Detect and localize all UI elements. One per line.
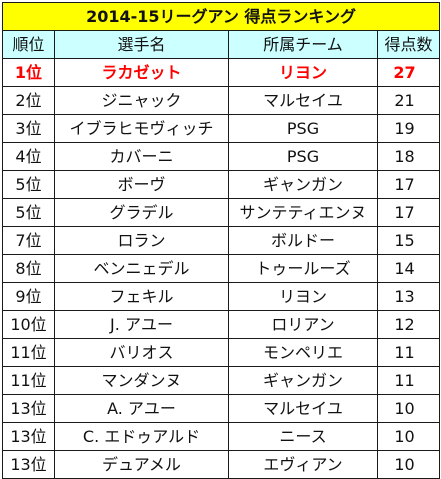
goals-cell: 12 (376, 310, 441, 339)
table-row: 13位 C. エドゥアルド ニース 10 (2, 422, 441, 451)
team-cell: リヨン (228, 282, 378, 311)
table-row: 3位 イブラヒモヴィッチ PSG 19 (2, 114, 441, 143)
goals-cell: 21 (376, 86, 441, 115)
rank-cell: 7位 (2, 226, 55, 255)
rank-cell: 11位 (2, 338, 55, 367)
rank-cell: 5位 (2, 170, 55, 199)
rank-cell: 1位 (2, 58, 55, 87)
rank-cell: 2位 (2, 86, 55, 115)
table-row: 11位 マンダンヌ ギャンガン 11 (2, 366, 441, 395)
table-row: 13位 デュアメル エヴィアン 10 (2, 450, 441, 479)
rank-cell: 5位 (2, 198, 55, 227)
table-row: 4位 カバーニ PSG 18 (2, 142, 441, 171)
table-title: 2014-15リーグアン 得点ランキング (1, 2, 441, 31)
goals-cell: 10 (376, 450, 441, 479)
team-cell: モンペリエ (228, 338, 378, 367)
team-cell: ギャンガン (228, 366, 378, 395)
rank-cell: 11位 (2, 366, 55, 395)
player-cell: ロラン (54, 226, 229, 255)
table-row: 7位 ロラン ボルドー 15 (2, 226, 441, 255)
header-team: 所属チーム (228, 30, 378, 59)
goals-cell: 17 (376, 198, 441, 227)
goals-cell: 17 (376, 170, 441, 199)
team-cell: マルセイユ (228, 86, 378, 115)
header-goals: 得点数 (376, 30, 441, 59)
player-cell: ジニャック (54, 86, 229, 115)
table-row: 9位 フェキル リヨン 13 (2, 282, 441, 311)
goals-cell: 18 (376, 142, 441, 171)
table-row: 5位 ボーヴ ギャンガン 17 (2, 170, 441, 199)
goals-cell: 11 (376, 338, 441, 367)
player-cell: ラカゼット (54, 58, 229, 87)
rank-cell: 13位 (2, 422, 55, 451)
team-cell: サンテティエンヌ (228, 198, 378, 227)
rank-cell: 13位 (2, 450, 55, 479)
goals-cell: 13 (376, 282, 441, 311)
team-cell: ギャンガン (228, 170, 378, 199)
player-cell: ベンニェデル (54, 254, 229, 283)
rank-cell: 13位 (2, 394, 55, 423)
table-row: 2位 ジニャック マルセイユ 21 (2, 86, 441, 115)
table-row: 1位 ラカゼット リヨン 27 (2, 58, 441, 87)
player-cell: ボーヴ (54, 170, 229, 199)
rank-cell: 4位 (2, 142, 55, 171)
team-cell: ニース (228, 422, 378, 451)
player-cell: カバーニ (54, 142, 229, 171)
rank-cell: 10位 (2, 310, 55, 339)
player-cell: グラデル (54, 198, 229, 227)
title-row: 2014-15リーグアン 得点ランキング (1, 2, 441, 31)
team-cell: PSG (228, 142, 378, 171)
player-cell: C. エドゥアルド (54, 422, 229, 451)
header-rank: 順位 (2, 30, 55, 59)
goals-cell: 15 (376, 226, 441, 255)
table-row: 10位 J. アユー ロリアン 12 (2, 310, 441, 339)
player-cell: デュアメル (54, 450, 229, 479)
player-cell: フェキル (54, 282, 229, 311)
player-cell: バリオス (54, 338, 229, 367)
goals-cell: 11 (376, 366, 441, 395)
goals-cell: 27 (376, 58, 441, 87)
rank-cell: 9位 (2, 282, 55, 311)
goals-cell: 10 (376, 422, 441, 451)
team-cell: トゥールーズ (228, 254, 378, 283)
table-row: 11位 バリオス モンペリエ 11 (2, 338, 441, 367)
team-cell: PSG (228, 114, 378, 143)
table-row: 5位 グラデル サンテティエンヌ 17 (2, 198, 441, 227)
player-cell: A. アユー (54, 394, 229, 423)
team-cell: ボルドー (228, 226, 378, 255)
goals-cell: 14 (376, 254, 441, 283)
team-cell: エヴィアン (228, 450, 378, 479)
team-cell: リヨン (228, 58, 378, 87)
team-cell: ロリアン (228, 310, 378, 339)
table-row: 13位 A. アユー マルセイユ 10 (2, 394, 441, 423)
rank-cell: 8位 (2, 254, 55, 283)
goals-cell: 10 (376, 394, 441, 423)
team-cell: マルセイユ (228, 394, 378, 423)
header-player: 選手名 (54, 30, 229, 59)
player-cell: マンダンヌ (54, 366, 229, 395)
header-row: 順位 選手名 所属チーム 得点数 (2, 30, 441, 59)
rank-cell: 3位 (2, 114, 55, 143)
table-row: 8位 ベンニェデル トゥールーズ 14 (2, 254, 441, 283)
player-cell: イブラヒモヴィッチ (54, 114, 229, 143)
player-cell: J. アユー (54, 310, 229, 339)
goals-cell: 19 (376, 114, 441, 143)
